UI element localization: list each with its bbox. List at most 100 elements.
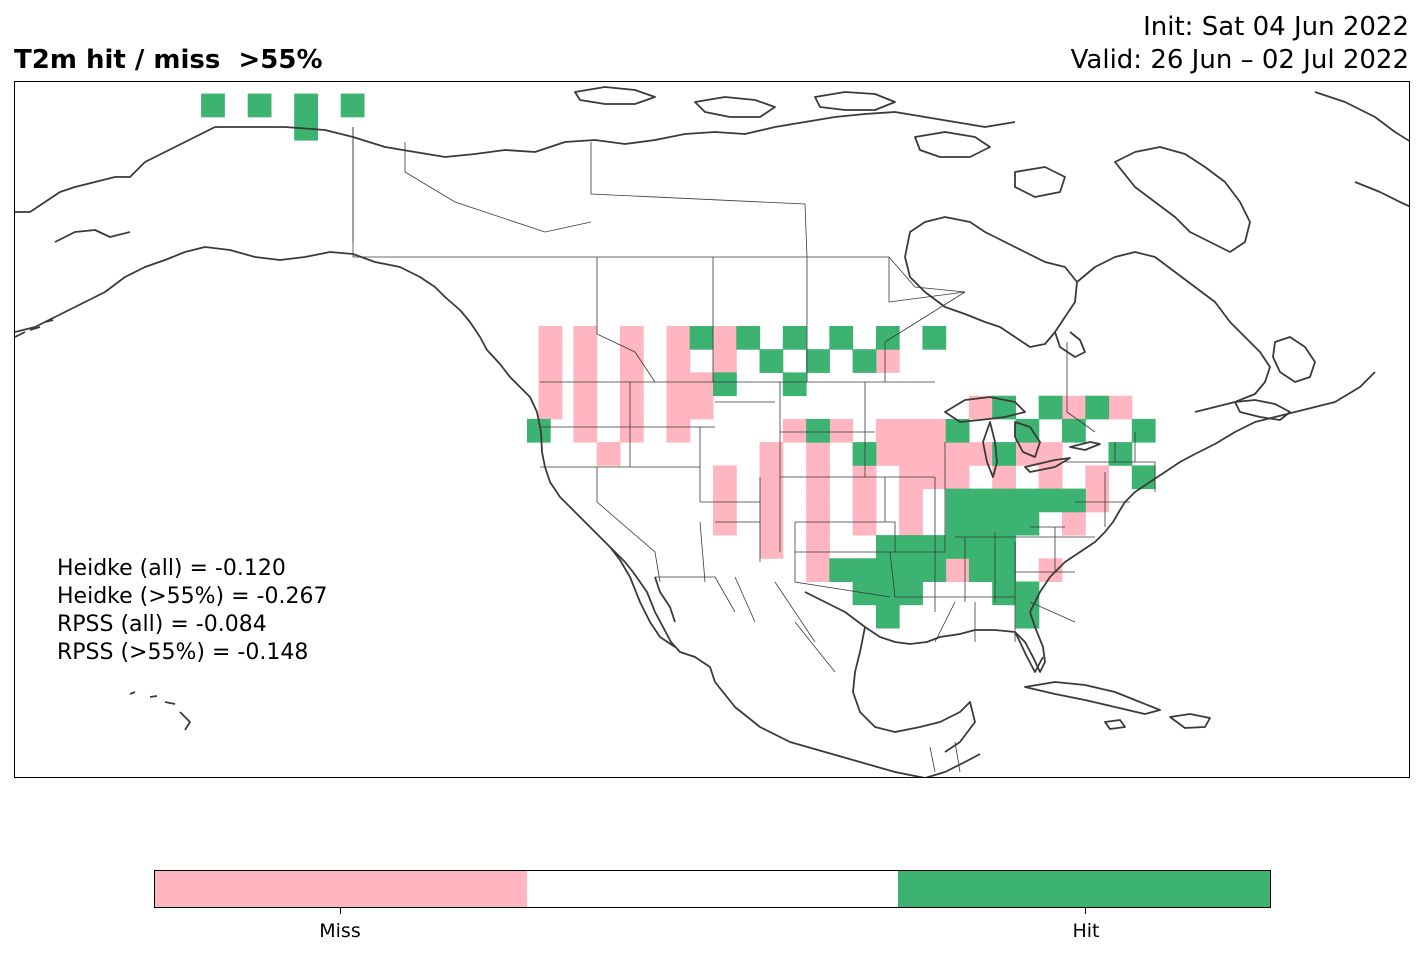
miss-cell [1085,465,1110,490]
miss-cell [619,418,644,443]
miss-cell [759,442,784,466]
state-lines-5 [934,527,1076,643]
miss-cell [922,442,947,466]
hit-cell [829,558,854,582]
state-lines-4 [934,526,1095,612]
hit-cell [992,442,1016,466]
canada-us-border [353,256,966,293]
hit-cell [875,558,900,582]
miss-cell [1038,465,1063,490]
hit-cell [782,372,807,397]
state-lines-6 [1065,432,1156,527]
hit-cell [340,93,365,118]
jamaica [1104,719,1126,730]
alaska-west-coast [15,126,416,243]
miss-cell [945,558,970,582]
cuba [1024,681,1161,715]
hit-cell [852,442,877,466]
hit-cell [1015,511,1040,536]
init-date: Init: Sat 04 Jun 2022 [1143,12,1409,42]
miss-cell [689,372,714,397]
hit-cell [526,418,551,443]
atlantic-coast [1029,371,1376,613]
hudson-bay [904,216,1078,348]
miss-cell [829,418,854,443]
miss-cell [1108,395,1133,420]
heidke-55-score: Heidke (>55%) = -0.267 [57,584,328,609]
hit-cell [875,326,900,350]
colorbar [154,870,1271,908]
miss-cell [596,442,621,466]
political-borders [352,127,1156,773]
miss-cell [759,488,784,513]
hawaii [129,691,191,731]
hit-cell [968,535,993,559]
hit-cell [1062,418,1086,443]
hit-cell [247,93,272,118]
miss-cell [666,372,691,397]
miss-cell [1038,558,1063,582]
state-lines-2 [596,467,761,583]
skill-scores: Heidke (all) = -0.120 Heidke (>55%) = -0… [57,555,327,667]
lake-ontario [1069,441,1101,451]
colorbar-tick-miss [340,908,341,914]
miss-cell [666,418,691,443]
bc-ab-border [596,257,656,383]
miss-cell [968,442,993,466]
miss-cell [619,349,644,373]
hit-cell [1038,488,1063,513]
hit-cell [852,558,877,582]
miss-cell [759,465,784,490]
hit-cell [829,326,854,350]
hit-cell [852,349,877,373]
hit-cell [713,372,737,397]
miss-cell [1085,488,1110,513]
miss-cell [713,511,737,536]
miss-cell [666,326,691,350]
arctic-islands-5 [1014,166,1066,198]
hit-cell [899,581,923,606]
miss-cell [806,488,830,513]
nunavut-border [404,142,592,233]
hit-cell [922,326,947,350]
hit-cell [968,511,993,536]
miss-cell [968,395,993,420]
miss-cell [759,535,784,559]
lake-michigan [982,421,998,478]
miss-cell [782,418,807,443]
hit-cell [875,535,900,559]
map-title: T2m hit / miss >55% [14,45,323,75]
miss-cell [538,349,563,373]
arctic-islands-2 [814,91,896,111]
miss-cell [806,558,830,582]
hit-cell [992,511,1016,536]
labrador-coast [1076,251,1271,413]
miss-cell [689,395,714,420]
colorbar-neutral-segment [526,871,899,907]
miss-cell [806,511,830,536]
hit-cell [1015,488,1040,513]
hit-cell [759,349,784,373]
miss-cell [713,488,737,513]
miss-cell [899,488,923,513]
miss-cell [666,395,691,420]
pacific-coast [486,349,716,683]
gulf-coast [804,591,1046,673]
hit-cell [1015,581,1040,606]
miss-cell [573,326,598,350]
hit-cell [1108,442,1133,466]
arctic-islands-3 [914,131,991,158]
mexico-pacific-coast [714,681,925,777]
miss-cell [619,395,644,420]
lake-erie [1024,457,1071,473]
map-panel [14,81,1410,778]
miss-cell [713,349,737,373]
valid-period: Valid: 26 Jun – 02 Jul 2022 [1070,45,1409,75]
hit-cell [945,511,970,536]
hit-cell [899,535,923,559]
hit-cell [736,326,761,350]
greenland-edge [1314,91,1409,208]
hit-cell [1015,604,1040,629]
hit-cell [945,418,970,443]
central-america [925,753,981,777]
